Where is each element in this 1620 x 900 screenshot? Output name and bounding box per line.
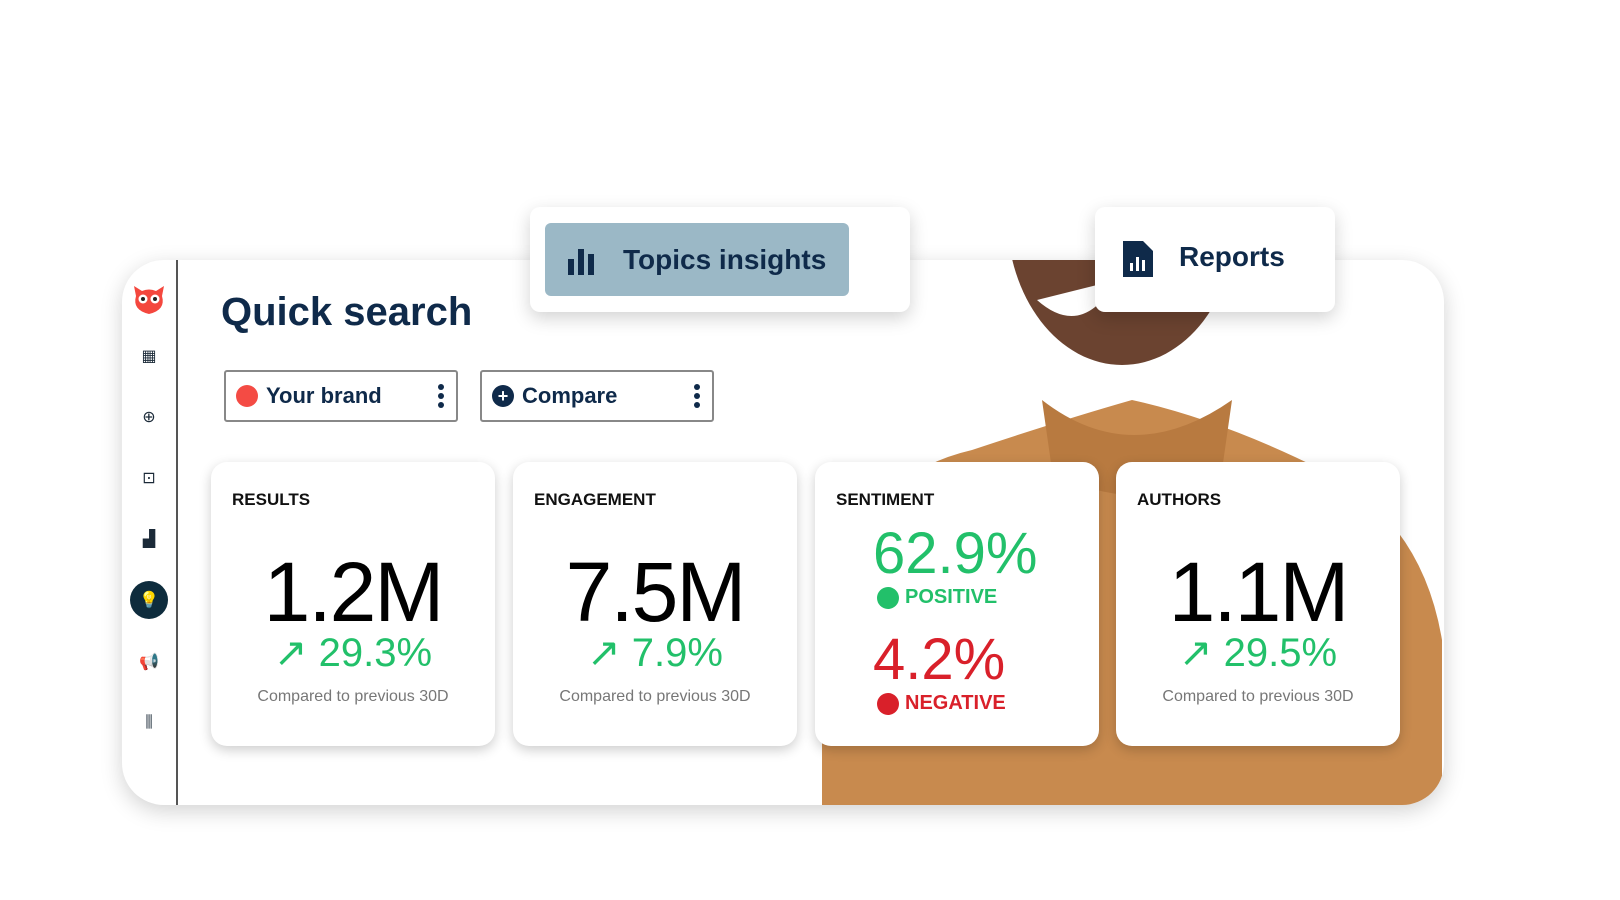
tab-topics-insights[interactable]: Topics insights [545,223,849,296]
positive-label: POSITIVE [877,586,997,609]
card-label: ENGAGEMENT [534,490,656,509]
negative-label: NEGATIVE [877,692,1006,715]
change-value: 29.3% [318,631,433,675]
plus-circle-icon: + [492,385,514,407]
more-options-icon[interactable] [438,384,444,411]
positive-text: POSITIVE [905,586,998,608]
plus-circle-icon[interactable]: ⊕ [142,409,156,426]
engagement-card: ENGAGEMENT 7.5M ↗ 7.9% Compared to previ… [513,462,797,746]
card-change: ↗ 29.5% [1116,630,1400,676]
report-document-icon [1123,241,1153,277]
card-value: 1.1M [1168,545,1350,639]
card-label: RESULTS [232,490,311,509]
card-label: AUTHORS [1137,490,1222,509]
compare-selector[interactable]: + Compare [480,370,714,422]
card-compare-text: Compared to previous 30D [559,688,751,705]
arrow-up-right-icon: ↗ [273,631,319,675]
bar-chart-icon [568,248,594,275]
positive-value: 62.9% [873,521,1038,586]
tab-reports[interactable]: Reports [1095,207,1335,312]
card-compare-text: Compared to previous 30D [1162,688,1354,705]
sidebar: ▦ ⊕ ⊡ ▟ 💡 📢 ⫼ [122,260,178,805]
arrow-up-right-icon: ↗ [587,631,632,675]
page-title: Quick search [221,290,473,334]
topics-tab-card: Topics insights [530,207,910,312]
brand-selector[interactable]: Your brand [224,370,458,422]
megaphone-icon[interactable]: 📢 [139,654,159,671]
app-panel: ▦ ⊕ ⊡ ▟ 💡 📢 ⫼ Quick search Your brand + … [122,260,1444,805]
negative-value: 4.2% [873,627,1006,692]
owl-logo-icon[interactable] [130,280,168,318]
sentiment-card: SENTIMENT 62.9% POSITIVE 4.2% NEGATIVE [815,462,1099,746]
results-card: RESULTS 1.2M ↗ 29.3% Compared to previou… [211,462,495,746]
compare-label: Compare [522,383,618,408]
card-value: 1.2M [263,545,445,639]
card-value: 7.5M [565,545,747,639]
sad-face-icon [877,692,899,715]
card-compare-text: Compared to previous 30D [257,688,449,705]
inbox-icon[interactable]: ⊡ [142,470,156,487]
negative-text: NEGATIVE [905,692,1006,714]
lightbulb-icon[interactable]: 💡 [130,581,168,619]
tab-label: Topics insights [623,243,827,275]
change-value: 29.5% [1223,631,1338,675]
card-label: SENTIMENT [836,490,935,509]
card-change: ↗ 7.9% [513,630,797,676]
smiley-face-icon [877,586,899,609]
more-options-icon[interactable] [694,384,700,411]
audio-bars-icon[interactable]: ⫼ [145,714,153,731]
arrow-up-right-icon: ↗ [1178,631,1224,675]
bar-chart-icon[interactable]: ▟ [142,531,156,548]
brand-color-dot [236,385,258,407]
card-change: ↗ 29.3% [211,630,495,676]
brand-label: Your brand [266,383,382,408]
change-value: 7.9% [631,631,723,675]
tab-label: Reports [1179,241,1285,272]
calendar-icon[interactable]: ▦ [141,348,157,365]
authors-card: AUTHORS 1.1M ↗ 29.5% Compared to previou… [1116,462,1400,746]
